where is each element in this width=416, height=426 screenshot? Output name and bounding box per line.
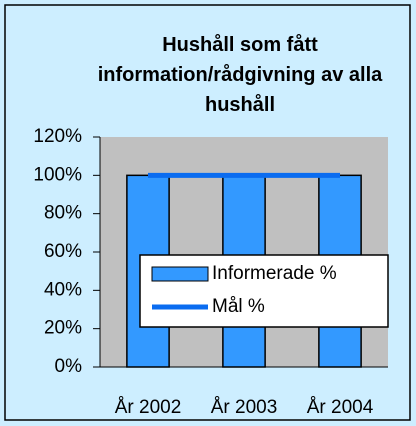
y-tick-label: 60% bbox=[44, 241, 82, 262]
frame bbox=[4, 4, 411, 421]
y-tick-label: 0% bbox=[55, 356, 83, 377]
x-tick-label: År 2002 bbox=[115, 397, 182, 418]
y-tick-label: 40% bbox=[44, 279, 82, 300]
y-tick-label: 20% bbox=[44, 318, 82, 339]
legend-label: Informerade % bbox=[212, 263, 337, 284]
chart-title: Hushåll som fått information/rådgivning … bbox=[97, 34, 383, 116]
x-tick-label: År 2004 bbox=[307, 397, 374, 418]
y-tick-label: 80% bbox=[44, 203, 82, 224]
legend-swatch bbox=[151, 266, 209, 282]
x-tick-label: År 2003 bbox=[211, 397, 278, 418]
y-tick-label: 120% bbox=[33, 126, 82, 147]
legend-label: Mål % bbox=[212, 296, 265, 317]
y-tick-label: 100% bbox=[33, 164, 82, 185]
